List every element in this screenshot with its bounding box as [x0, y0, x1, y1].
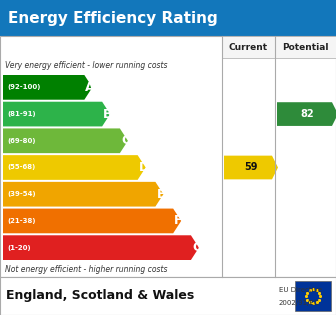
- Polygon shape: [3, 129, 128, 153]
- Text: (1-20): (1-20): [7, 245, 31, 251]
- Text: Energy Efficiency Rating: Energy Efficiency Rating: [8, 10, 218, 26]
- Text: D: D: [139, 161, 149, 174]
- Text: E: E: [156, 188, 165, 201]
- Text: England, Scotland & Wales: England, Scotland & Wales: [6, 289, 194, 302]
- Text: A: A: [85, 81, 95, 94]
- Text: 82: 82: [301, 109, 314, 119]
- Text: (92-100): (92-100): [7, 84, 40, 90]
- Text: C: C: [121, 134, 130, 147]
- Polygon shape: [3, 75, 92, 100]
- Polygon shape: [277, 102, 336, 126]
- Polygon shape: [3, 155, 145, 180]
- Polygon shape: [3, 235, 199, 260]
- Bar: [0, 36, 336, 277]
- Polygon shape: [3, 102, 110, 126]
- Text: (55-68): (55-68): [7, 164, 35, 170]
- Text: 2002/91/EC: 2002/91/EC: [279, 300, 320, 306]
- Text: F: F: [174, 215, 183, 227]
- Text: 59: 59: [244, 163, 258, 173]
- Text: EU Directive: EU Directive: [279, 287, 322, 293]
- Text: (39-54): (39-54): [7, 191, 36, 197]
- Text: Current: Current: [229, 43, 268, 51]
- Bar: [222, 36, 275, 58]
- Text: Potential: Potential: [282, 43, 329, 51]
- Bar: [295, 281, 331, 311]
- Text: (81-91): (81-91): [7, 111, 36, 117]
- Text: Not energy efficient - higher running costs: Not energy efficient - higher running co…: [5, 265, 168, 273]
- Polygon shape: [224, 156, 278, 179]
- Text: G: G: [192, 241, 202, 254]
- Polygon shape: [3, 209, 181, 233]
- Text: B: B: [103, 107, 113, 121]
- Text: Very energy efficient - lower running costs: Very energy efficient - lower running co…: [5, 61, 168, 71]
- Bar: [0, 277, 336, 315]
- Bar: [0, 0, 336, 36]
- Polygon shape: [3, 182, 163, 207]
- Text: (21-38): (21-38): [7, 218, 36, 224]
- Text: (69-80): (69-80): [7, 138, 36, 144]
- Bar: [275, 36, 336, 58]
